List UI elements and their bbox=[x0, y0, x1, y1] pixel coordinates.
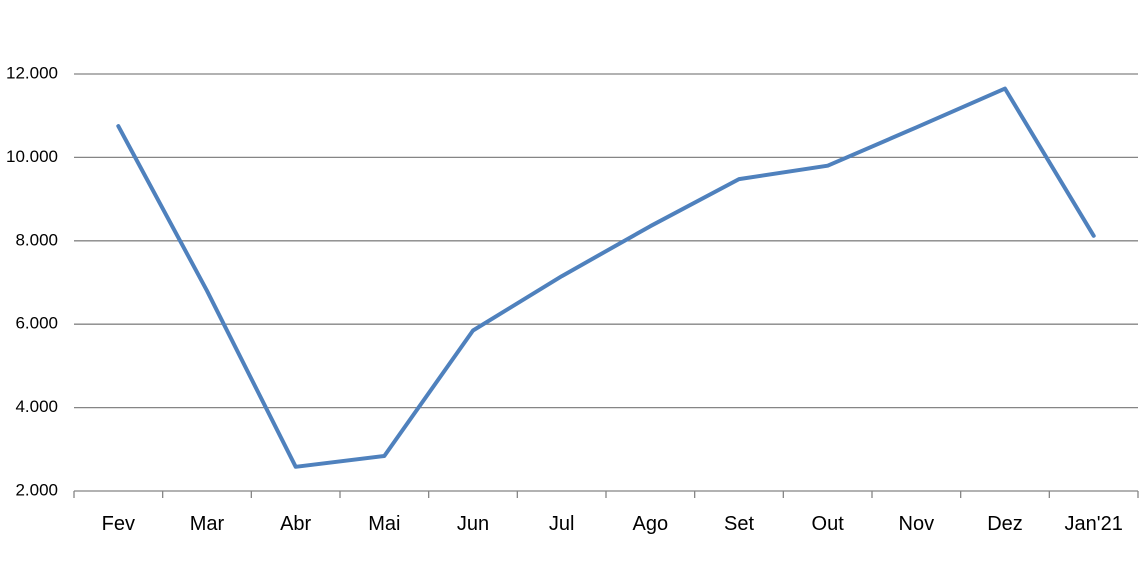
x-tick-label: Fev bbox=[102, 513, 135, 535]
series-0 bbox=[116, 86, 1096, 469]
x-tick-label: Abr bbox=[280, 513, 311, 535]
x-tick-label: Jun bbox=[457, 513, 489, 535]
series-line bbox=[116, 86, 1096, 469]
x-tick-label: Dez bbox=[987, 513, 1023, 535]
x-axis bbox=[73, 490, 1139, 498]
x-tick-label: Jan'21 bbox=[1065, 513, 1123, 535]
y-tick-label: 8.000 bbox=[15, 230, 58, 249]
x-tick-label: Ago bbox=[633, 513, 669, 535]
y-tick-label: 10.000 bbox=[6, 147, 58, 166]
y-tick-label: 6.000 bbox=[15, 314, 58, 333]
y-tick-label: 4.000 bbox=[15, 397, 58, 416]
y-axis-tick-labels: 2.000 4.000 6.000 8.000 10.000 12.000 bbox=[6, 63, 58, 499]
series-layer bbox=[116, 86, 1096, 469]
x-tick-label: Nov bbox=[899, 513, 935, 535]
gridlines bbox=[74, 73, 1138, 409]
x-tick-label: Mai bbox=[368, 513, 400, 535]
x-axis-tick-labels: Fev Mar Abr Mai Jun Jul Ago Set Out Nov Dez Jan'21 bbox=[102, 513, 1123, 535]
x-tick-label: Mar bbox=[190, 513, 225, 535]
y-tick-label: 12.000 bbox=[6, 63, 58, 82]
x-tick-label: Jul bbox=[549, 513, 575, 535]
x-tick-label: Out bbox=[812, 513, 845, 535]
y-tick-label: 2.000 bbox=[15, 480, 58, 499]
x-tick-label: Set bbox=[724, 513, 754, 535]
